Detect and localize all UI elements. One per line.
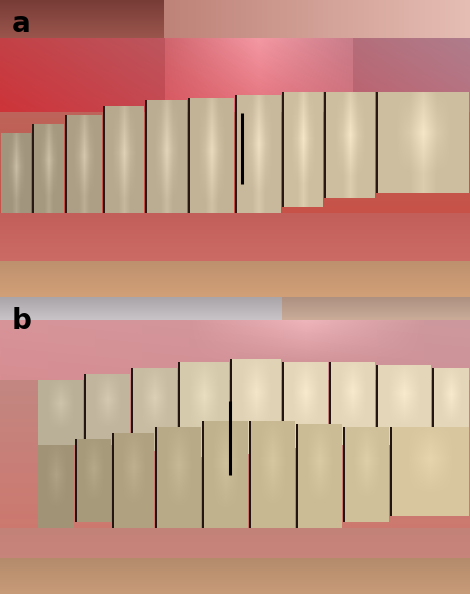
Text: b: b: [12, 308, 31, 336]
Text: a: a: [12, 10, 31, 39]
